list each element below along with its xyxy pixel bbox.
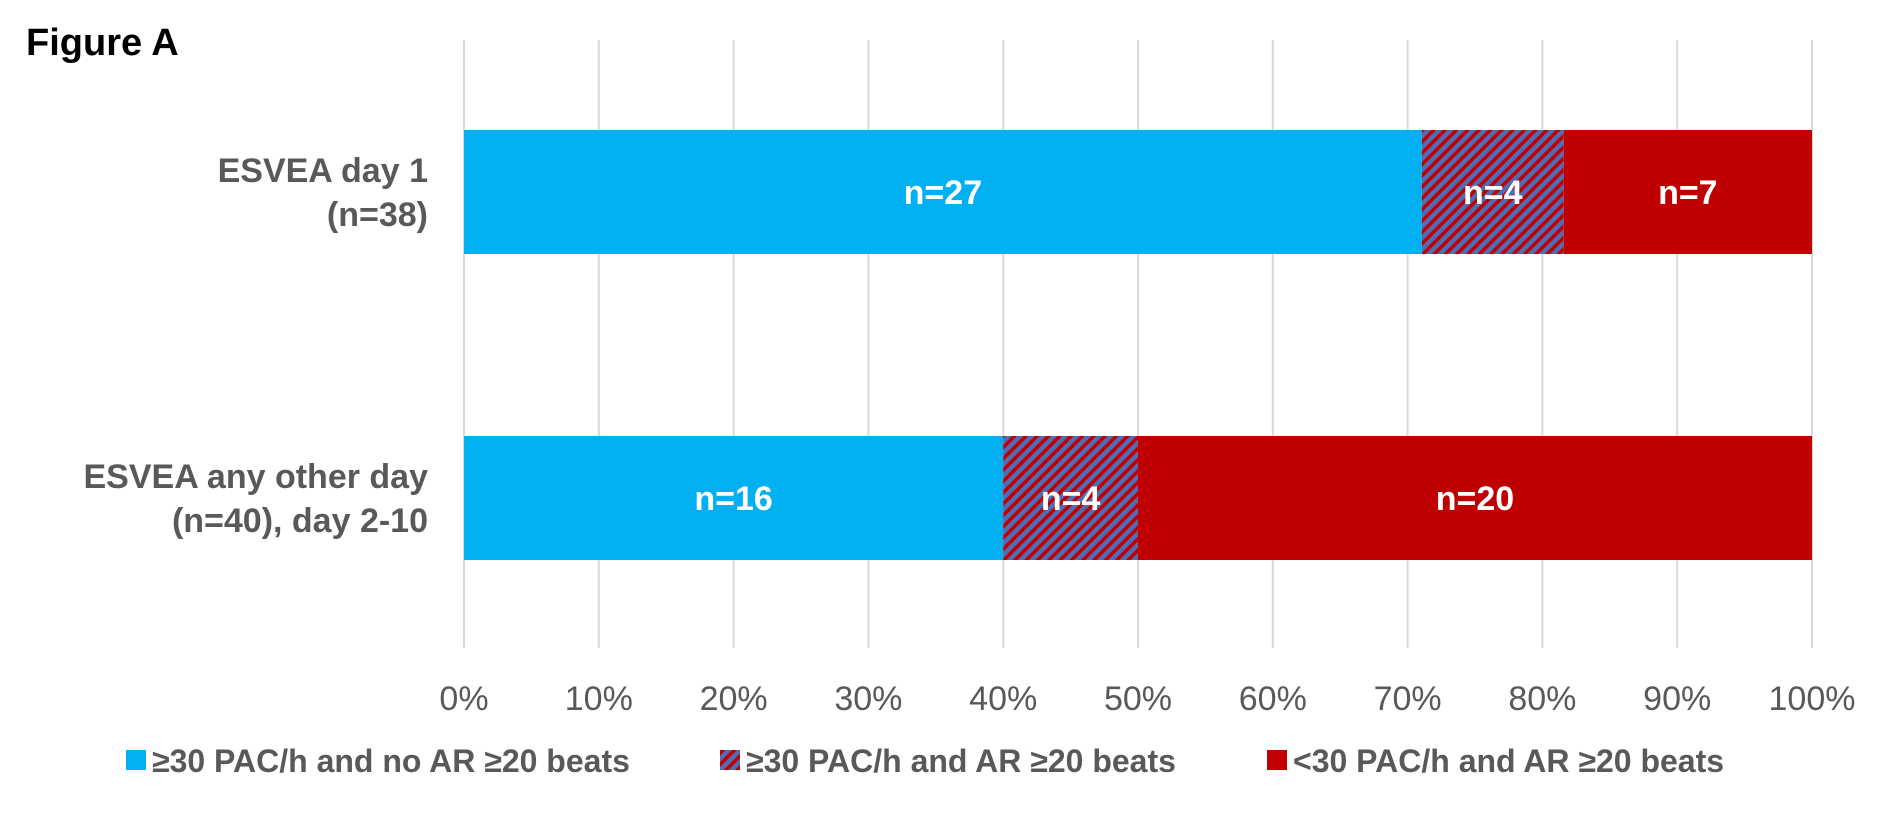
x-axis-tick-labels: 0% 10% 20% 30% 40% 50% 60% 70% 80% 90% 100% <box>439 680 1855 718</box>
bar-segment <box>1003 436 1138 560</box>
x-tick-label: 100% <box>1769 680 1856 718</box>
x-tick-label: 60% <box>1239 680 1307 718</box>
bar-segment <box>1421 130 1564 254</box>
legend-entry-label: ≥30 PAC/h and no AR ≥20 beats <box>152 743 630 779</box>
bar-segment <box>464 130 1422 254</box>
bar-data-label: n=4 <box>1041 480 1101 518</box>
bar-data-label: n=4 <box>1463 174 1523 212</box>
legend-swatch <box>720 750 740 770</box>
bar-data-label: n=7 <box>1658 174 1718 212</box>
x-tick-label: 10% <box>565 680 633 718</box>
x-tick-label: 50% <box>1104 680 1172 718</box>
x-tick-label: 0% <box>439 680 488 718</box>
bar-segment <box>1563 130 1812 254</box>
x-tick-label: 80% <box>1508 680 1576 718</box>
category-label: ESVEA any other day <box>83 458 428 496</box>
bar-data-label: n=16 <box>694 480 772 518</box>
legend: ≥30 PAC/h and no AR ≥20 beats ≥30 PAC/h a… <box>126 743 1724 779</box>
bars: n=27 n=4 n=7 n=16 n=4 n=20 <box>464 130 1812 560</box>
figure-label: Figure A <box>26 22 179 64</box>
category-label: (n=40), day 2-10 <box>172 502 428 540</box>
legend-entry-label: ≥30 PAC/h and AR ≥20 beats <box>746 743 1176 779</box>
x-tick-label: 20% <box>700 680 768 718</box>
x-tick-label: 30% <box>834 680 902 718</box>
category-labels: ESVEA day 1 (n=38) ESVEA any other day (n=4… <box>83 152 428 540</box>
legend-entry-label: <30 PAC/h and AR ≥20 beats <box>1293 743 1724 779</box>
bar-segment <box>1138 436 1812 560</box>
x-tick-label: 90% <box>1643 680 1711 718</box>
category-label: ESVEA day 1 <box>218 152 428 190</box>
legend-swatch <box>126 750 146 770</box>
bar-data-label: n=20 <box>1436 480 1514 518</box>
legend-swatch <box>1267 750 1287 770</box>
bar-segment <box>464 436 1004 560</box>
x-tick-label: 70% <box>1374 680 1442 718</box>
category-label: (n=38) <box>327 196 428 234</box>
x-tick-label: 40% <box>969 680 1037 718</box>
bar-data-label: n=27 <box>904 174 982 212</box>
